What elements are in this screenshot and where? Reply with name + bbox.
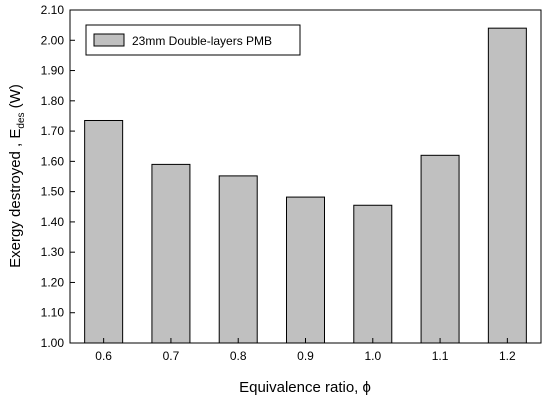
y-tick-label: 1.00 <box>41 336 65 350</box>
y-tick-label: 1.30 <box>41 245 65 259</box>
x-tick-label: 0.6 <box>95 349 112 363</box>
y-axis-title-unit: (W) <box>7 84 24 112</box>
y-axis-title-subscript: des <box>16 112 27 128</box>
bar-0.7 <box>151 163 191 344</box>
y-tick-label: 2.10 <box>41 3 65 17</box>
y-tick-label: 1.40 <box>41 215 65 229</box>
y-tick-label: 1.70 <box>41 124 65 138</box>
y-axis-ticks: 1.00 1.10 1.20 1.30 1.40 1.50 1.60 1.70 1.80 1.90… <box>41 3 75 350</box>
plot-frame <box>69 9 542 344</box>
y-tick-label: 1.90 <box>41 64 65 78</box>
legend: 23mm Double-layers PMB <box>85 24 301 56</box>
x-axis-ticks: 0.6 0.7 0.8 0.9 1.0 1.1 1.2 <box>95 338 516 363</box>
legend-swatch <box>93 33 125 47</box>
y-tick-label: 2.00 <box>41 33 65 47</box>
legend-label: 23mm Double-layers PMB <box>132 34 272 48</box>
y-tick-label: 1.60 <box>41 154 65 168</box>
x-tick-label: 1.1 <box>432 349 449 363</box>
bar-1.2 <box>487 27 527 344</box>
bar-0.6 <box>84 119 124 344</box>
y-axis-title: Exergy destroyed , Edes (W) <box>7 84 27 268</box>
y-tick-label: 1.80 <box>41 94 65 108</box>
y-tick-label: 1.50 <box>41 185 65 199</box>
y-axis-title-main: Exergy destroyed , E <box>7 129 24 268</box>
bar-0.9 <box>286 196 325 344</box>
x-tick-label: 0.9 <box>297 349 314 363</box>
x-axis-title: Equivalence ratio, ϕ <box>239 379 371 396</box>
y-tick-label: 1.10 <box>41 306 65 320</box>
bar-0.8 <box>218 175 258 344</box>
x-tick-label: 0.7 <box>163 349 180 363</box>
bars-group <box>84 27 527 344</box>
x-tick-label: 0.8 <box>230 349 247 363</box>
y-tick-label: 1.20 <box>41 275 65 289</box>
bar-1.1 <box>420 154 460 344</box>
x-tick-label: 1.2 <box>499 349 516 363</box>
bar-1.0 <box>353 204 393 344</box>
x-tick-label: 1.0 <box>364 349 381 363</box>
